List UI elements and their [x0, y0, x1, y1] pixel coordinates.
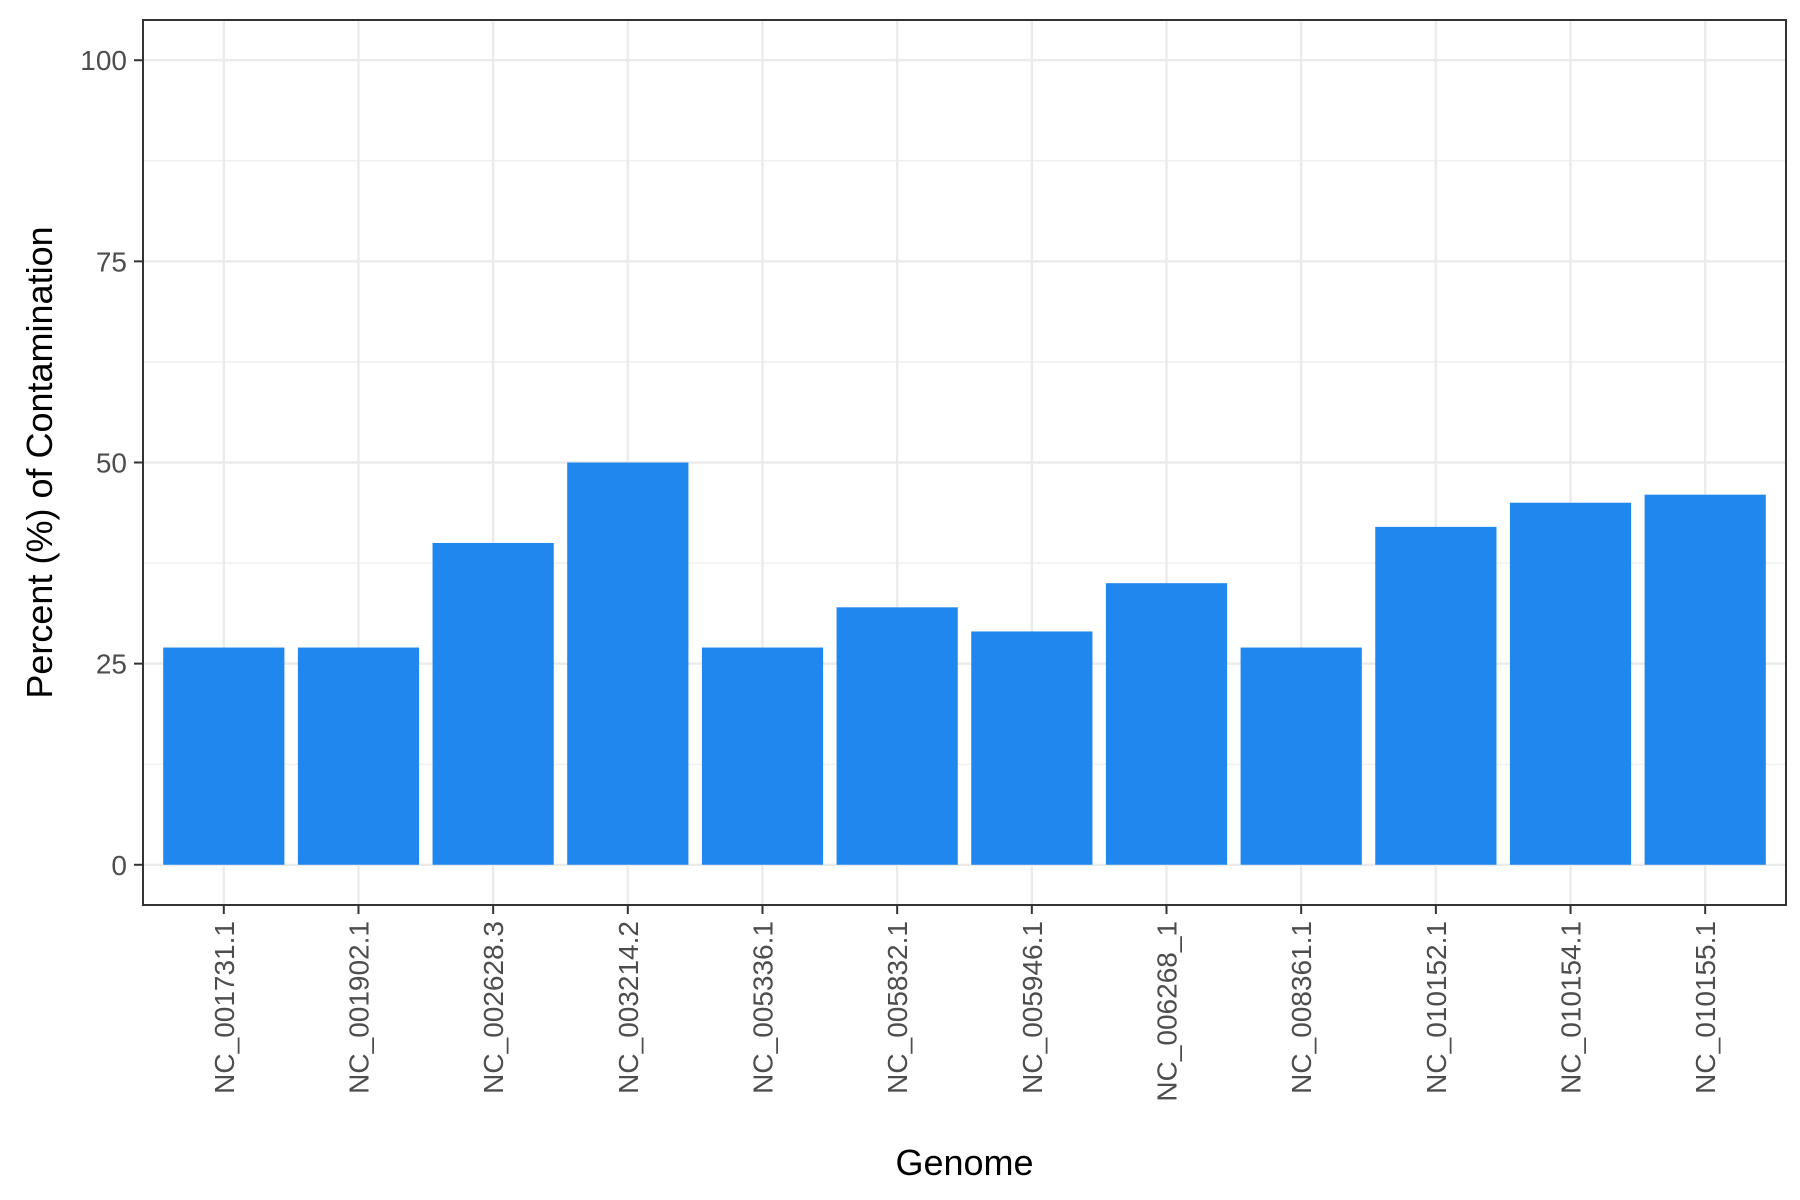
bar-NC_003214.2 [567, 462, 689, 865]
bar-NC_005336.1 [701, 647, 824, 865]
bar-NC_002628.3 [432, 542, 554, 865]
bar-NC_010152.1 [1375, 526, 1497, 865]
bar-NC_010154.1 [1509, 502, 1632, 865]
bar-NC_005946.1 [971, 631, 1093, 865]
x-tick-label: NC_006268_1 [1152, 921, 1183, 1102]
bar-NC_005832.1 [836, 607, 958, 865]
bar-NC_008361.1 [1240, 647, 1362, 865]
x-tick-label: NC_008361.1 [1286, 921, 1317, 1094]
bar-NC_006268_1 [1105, 583, 1228, 865]
x-tick-label: NC_005946.1 [1017, 921, 1048, 1094]
x-tick-label: NC_005832.1 [882, 921, 913, 1094]
y-tick-label: 0 [111, 850, 127, 881]
x-tick-label: NC_001902.1 [343, 921, 374, 1094]
y-axis-title: Percent (%) of Contamination [19, 226, 60, 698]
x-tick-label: NC_010154.1 [1556, 921, 1587, 1094]
y-tick-label: 25 [96, 649, 127, 680]
y-tick-label: 50 [96, 448, 127, 479]
bars-layer [163, 462, 1766, 865]
axis-layer: 0 25 50 75 100 NC_001731.1 NC_001902.1 NC_00262… [80, 45, 1721, 1101]
x-tick-label: NC_003214.2 [613, 921, 644, 1094]
x-axis-title: Genome [895, 1142, 1033, 1183]
x-tick-label: NC_002628.3 [478, 921, 509, 1094]
bar-NC_001731.1 [163, 647, 285, 865]
y-tick-label: 75 [96, 246, 127, 277]
x-tick-label: NC_005336.1 [747, 921, 778, 1094]
x-tick-label: NC_010155.1 [1690, 921, 1721, 1094]
bar-NC_010155.1 [1644, 494, 1766, 865]
y-tick-label: 100 [80, 45, 127, 76]
bar-NC_001902.1 [297, 647, 420, 865]
x-tick-label: NC_010152.1 [1421, 921, 1452, 1094]
x-tick-label: NC_001731.1 [209, 921, 240, 1094]
